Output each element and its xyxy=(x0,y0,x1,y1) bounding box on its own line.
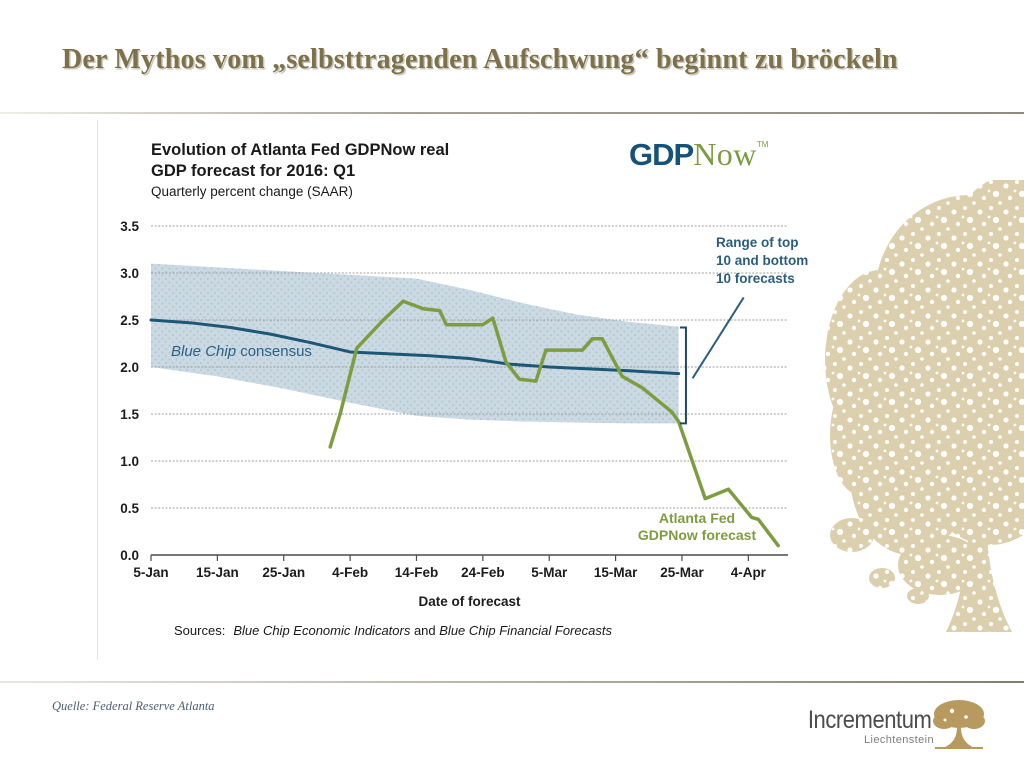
trademark-symbol: TM xyxy=(756,140,769,149)
top-divider-line xyxy=(0,112,1024,114)
source-footnote: Quelle: Federal Reserve Atlanta xyxy=(52,699,215,713)
slide-title: Der Mythos vom „selbsttragenden Aufschwu… xyxy=(62,44,898,75)
gdpnow-logo: GDPNowTM xyxy=(629,136,768,173)
y-tick-label: 2.0 xyxy=(120,360,139,375)
gdpnow-label-line1: Atlanta Fed xyxy=(658,510,736,526)
chart-subtitle: Quarterly percent change (SAAR) xyxy=(151,184,353,199)
gdpnow-logo-gdp: GDP xyxy=(629,137,694,172)
series-line xyxy=(328,299,780,548)
gdpnow-forecast-label: Atlanta Fed GDPNow forecast xyxy=(618,510,776,544)
blue-chip-label-italic: Blue Chip xyxy=(171,343,237,360)
chart-title-line2: GDP forecast for 2016: Q1 xyxy=(151,162,356,180)
incrementum-wordmark: Incrementum xyxy=(807,706,931,734)
chart-title-line1: Evolution of Atlanta Fed GDPNow real xyxy=(151,141,450,159)
blue-chip-label-rest: consensus xyxy=(236,343,312,360)
y-tick-label: 3.0 xyxy=(120,266,139,281)
plot-canvas: 5-Jan 15-Jan 25-Jan 4-Feb 14-Feb 24-Feb 5-Mar 1… xyxy=(120,219,788,580)
incrementum-tree-icon xyxy=(933,700,985,749)
x-tick-label: 5-Jan xyxy=(133,565,168,580)
y-tick-label: 3.5 xyxy=(120,219,139,234)
sources-publication-1: Blue Chip Economic Indicators xyxy=(233,623,411,638)
gdpnow-label-line2: GDPNow forecast xyxy=(637,527,757,543)
y-tick-label: 2.5 xyxy=(120,313,139,328)
y-tick-label: 0.0 xyxy=(120,548,139,563)
x-tick-label: 15-Mar xyxy=(594,565,638,580)
gdpnow-chart: Evolution of Atlanta Fed GDPNow real GDP… xyxy=(97,120,821,660)
x-tick-label: 25-Mar xyxy=(660,565,704,580)
range-label-line2: 10 and bottom xyxy=(716,253,809,268)
range-label-line1: Range of top xyxy=(716,235,799,250)
y-tick-label: 1.5 xyxy=(120,407,139,422)
x-tick-label: 15-Jan xyxy=(196,565,239,580)
sources-note: Sources: Blue Chip Economic Indicators an… xyxy=(174,623,612,638)
gdpnow-logo-now: Now xyxy=(693,136,757,172)
tree-watermark xyxy=(825,180,1024,632)
forecast-range-band xyxy=(151,263,679,424)
annotation-pointer-line xyxy=(691,296,745,379)
y-tick-label: 0.5 xyxy=(120,501,139,516)
x-tick-label: 4-Apr xyxy=(731,565,767,580)
sources-conjunction: and xyxy=(410,623,440,638)
sources-prefix: Sources: xyxy=(174,623,226,638)
sources-publication-2: Blue Chip Financial Forecasts xyxy=(439,623,612,638)
series-line xyxy=(149,318,681,376)
range-label-line3: 10 forecasts xyxy=(716,271,795,286)
range-forecasts-label: Range of top 10 and bottom 10 forecasts xyxy=(716,234,808,288)
x-tick-label: 25-Jan xyxy=(262,565,305,580)
x-tick-label: 14-Feb xyxy=(395,565,439,580)
bottom-divider-line xyxy=(0,681,1024,683)
x-axis-title: Date of forecast xyxy=(418,594,521,609)
incrementum-subtitle: Liechtenstein xyxy=(863,734,934,746)
blue-chip-consensus-label: Blue Chip consensus xyxy=(171,343,312,360)
y-tick-label: 1.0 xyxy=(120,454,139,469)
chart-title: Evolution of Atlanta Fed GDPNow real GDP… xyxy=(151,140,449,182)
incrementum-logo: Incrementum Liechtenstein xyxy=(752,700,1002,760)
x-tick-label: 24-Feb xyxy=(461,565,505,580)
range-bracket xyxy=(679,326,687,425)
x-tick-label: 5-Mar xyxy=(531,565,568,580)
x-tick-label: 4-Feb xyxy=(332,565,368,580)
